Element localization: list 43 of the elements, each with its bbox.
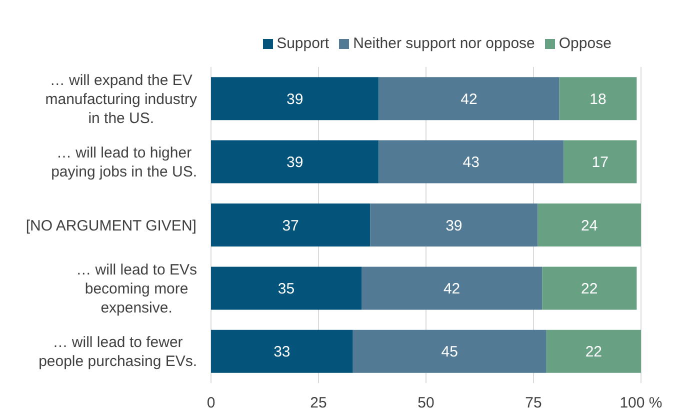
data-label: 22 [581,280,598,298]
data-label: 35 [278,280,295,298]
data-label: 37 [282,217,299,234]
legend-label: Support [276,35,330,52]
data-label: 24 [581,217,598,234]
y-tick-label: … will lead to EVs becoming more expensive. [76,261,198,316]
data-label: 39 [286,90,304,108]
bar [370,204,538,247]
data-label: 43 [462,154,480,172]
data-label: 33 [274,344,290,361]
data-label: 18 [590,90,606,108]
data-label: 42 [443,280,460,298]
data-label: 42 [460,90,478,108]
y-tick-label: … will lead to higher paying jobs in the US. [51,144,197,181]
bar [211,204,370,247]
bar [378,140,564,184]
x-tick-label: 25 [310,394,327,412]
bar [538,204,641,247]
data-label: 17 [592,154,608,172]
bar [362,266,542,310]
x-tick-label: 0 [206,394,216,412]
y-tick-label: … will expand the EV manufacturing industry in the US. [45,72,198,127]
data-label: 45 [441,344,458,361]
y-tick-label: [NO ARGUMENT GIVEN] [26,217,196,234]
x-tick-label: 100 % [620,394,662,412]
data-label: 39 [286,154,304,172]
legend-label: Oppose [558,35,612,52]
bar [352,330,546,373]
data-label: 22 [585,344,602,361]
bar [546,330,641,373]
x-tick-label: 50 [418,394,434,412]
x-tick-label: 75 [525,394,542,412]
legend-label: Neither support nor oppose [353,35,535,52]
data-label: 39 [446,217,462,234]
bar [211,330,353,373]
y-tick-label: … will lead to fewer people purchasing EVs. [38,334,197,370]
bar [211,77,379,120]
bar [559,77,637,120]
bar [564,140,637,184]
bar [211,266,362,310]
bar [378,77,560,120]
bar [211,140,379,184]
bar [542,266,637,310]
